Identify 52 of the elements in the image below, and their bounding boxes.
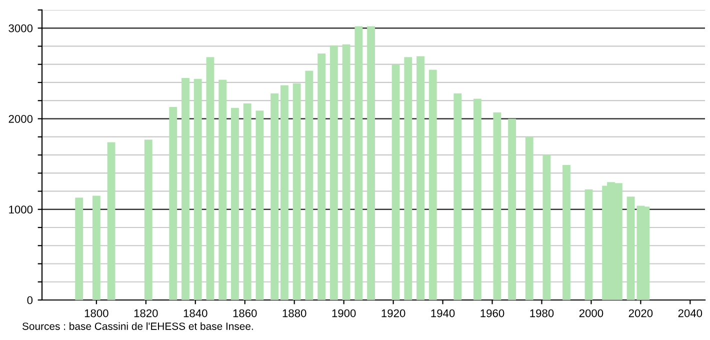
bar [454,93,462,300]
y-tick-label: 0 [27,296,33,304]
bar [626,196,635,300]
bar [75,198,84,300]
bar [206,57,214,300]
bar [584,189,593,300]
y-tick-label: 3000 [8,24,33,32]
bar [404,57,412,300]
bar [256,110,264,300]
bar [144,140,152,300]
y-tick-label: 1000 [9,206,33,214]
bar [270,93,279,300]
bar [542,154,551,300]
bar [525,136,534,300]
bar [562,164,570,300]
bar [182,78,190,300]
bar [367,26,375,300]
x-tick-label: 1960 [480,309,504,318]
x-tick-label: 2000 [579,309,604,318]
x-tick-label: 1920 [382,309,406,318]
x-tick-label: 1860 [233,309,257,318]
bar [92,196,100,300]
bar [330,45,338,300]
bar [243,103,252,300]
x-tick-label: 2020 [628,309,653,318]
bar [194,78,202,300]
x-tick-label: 1980 [530,309,554,318]
y-tick-label: 2000 [8,115,33,123]
bar [107,142,116,300]
x-tick-label: 1800 [84,309,108,318]
bar [169,106,178,300]
bar [231,108,239,300]
bar [342,44,350,300]
x-tick-label: 1840 [184,309,208,318]
bar [416,56,424,300]
x-tick-label: 1820 [134,309,158,318]
bar [318,53,326,300]
x-tick-label: 1940 [431,309,455,318]
bar [354,26,363,300]
source-note: Sources : base Cassini de l'EHESS et base Insee. [22,322,253,330]
bar [508,118,516,300]
x-tick-label: 1900 [332,309,356,318]
bar [305,70,314,300]
bar [218,80,227,300]
x-tick-label: 1880 [282,309,306,318]
bar [473,98,482,300]
x-tick-label: 2040 [678,309,702,318]
bar [280,85,288,300]
bar [493,112,502,300]
bar [292,83,301,300]
bar [428,70,437,300]
bar [392,64,400,300]
